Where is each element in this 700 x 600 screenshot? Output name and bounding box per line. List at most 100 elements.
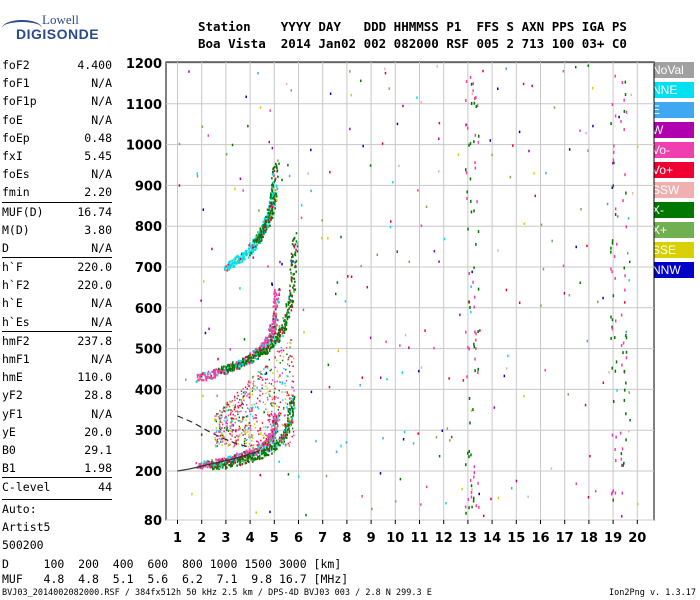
- echo-point: [286, 403, 289, 405]
- param-label: foF1p: [2, 94, 37, 109]
- echo-point: [214, 466, 216, 469]
- echo-point: [276, 418, 278, 421]
- streak-point: [468, 396, 471, 400]
- echo-point: [277, 416, 279, 419]
- echo-point: [200, 378, 203, 382]
- echo-point: [288, 394, 290, 397]
- x-tick-label: 18: [580, 531, 598, 546]
- echo-point: [269, 333, 272, 336]
- legend-item: Vo-: [649, 142, 694, 158]
- echo-point: [262, 449, 265, 452]
- echo-point: [260, 239, 263, 242]
- echo-point: [242, 460, 245, 463]
- echo-point: [291, 303, 293, 307]
- echo-point: [288, 407, 290, 411]
- echo-point: [257, 430, 259, 432]
- param-value: 29.1: [84, 442, 112, 457]
- streak-point: [473, 342, 475, 346]
- echo-point: [282, 438, 285, 442]
- streak-point: [616, 242, 618, 246]
- echo-point: [238, 458, 241, 461]
- echo-point: [270, 383, 273, 385]
- echo-point: [290, 261, 293, 264]
- echo-point: [285, 327, 288, 331]
- echo-point: [288, 445, 290, 447]
- echo-point: [273, 445, 276, 448]
- noise-point: [482, 514, 485, 518]
- echo-point: [290, 416, 293, 419]
- echo-point: [264, 220, 267, 223]
- noise-point: [200, 433, 203, 436]
- echo-point: [251, 455, 254, 458]
- echo-point: [283, 437, 285, 440]
- echo-point: [238, 463, 241, 466]
- echo-point: [259, 234, 262, 237]
- echo-point: [248, 385, 250, 387]
- streak-point: [611, 318, 614, 322]
- noise-point: [589, 454, 591, 458]
- echo-point: [258, 347, 261, 350]
- streak-point: [475, 338, 477, 342]
- echo-point: [234, 406, 237, 409]
- noise-point: [611, 186, 614, 189]
- echo-point: [246, 455, 249, 458]
- echo-point: [290, 276, 293, 279]
- echo-point: [269, 214, 272, 217]
- echo-point: [226, 426, 228, 429]
- echo-point: [218, 416, 221, 419]
- echo-point: [284, 314, 287, 317]
- echo-point: [290, 422, 292, 425]
- echo-point: [268, 382, 271, 385]
- echo-point: [281, 383, 283, 385]
- echo-point: [287, 375, 289, 378]
- noise-point: [542, 267, 545, 271]
- x-tick-label: 19: [604, 531, 622, 546]
- echo-point: [268, 326, 271, 329]
- echo-point: [218, 367, 220, 370]
- echo-point: [207, 370, 210, 373]
- echo-point: [262, 343, 264, 347]
- echo-point: [252, 387, 254, 389]
- echo-point: [208, 465, 211, 468]
- echo-point: [261, 229, 263, 232]
- echo-point: [218, 429, 220, 432]
- echo-point: [230, 430, 232, 432]
- param-value: 0.48: [84, 130, 112, 145]
- echo-point: [245, 415, 248, 418]
- echo-point: [251, 390, 254, 392]
- noise-point: [449, 439, 451, 442]
- streak-point: [467, 451, 469, 455]
- echo-point: [257, 357, 259, 360]
- echo-point: [234, 403, 237, 406]
- echo-point: [276, 166, 278, 170]
- echo-point: [223, 436, 225, 438]
- echo-point: [226, 461, 228, 464]
- echo-point: [274, 418, 277, 421]
- echo-point: [244, 459, 246, 462]
- echo-point: [224, 267, 226, 270]
- param-row: yF1 N/A: [2, 405, 112, 423]
- echo-point: [229, 443, 231, 446]
- echo-point: [254, 238, 257, 242]
- streak-point: [468, 143, 470, 147]
- echo-point: [221, 371, 224, 374]
- echo-point: [237, 406, 239, 409]
- echo-point: [272, 305, 275, 308]
- echo-point: [276, 430, 279, 433]
- echo-point: [204, 465, 207, 468]
- echo-point: [253, 356, 255, 360]
- param-label: C-level: [2, 480, 51, 495]
- echo-point: [289, 355, 291, 357]
- echo-point: [239, 463, 242, 467]
- echo-point: [208, 376, 211, 380]
- echo-point: [294, 265, 296, 269]
- echo-point: [276, 336, 279, 339]
- echo-point: [255, 240, 258, 243]
- echo-point: [288, 393, 290, 396]
- echo-point: [285, 426, 287, 429]
- echo-point: [287, 419, 289, 423]
- noise-point: [425, 485, 428, 489]
- echo-point: [249, 445, 252, 447]
- param-row: foEs N/A: [2, 165, 112, 183]
- echo-point: [289, 299, 292, 302]
